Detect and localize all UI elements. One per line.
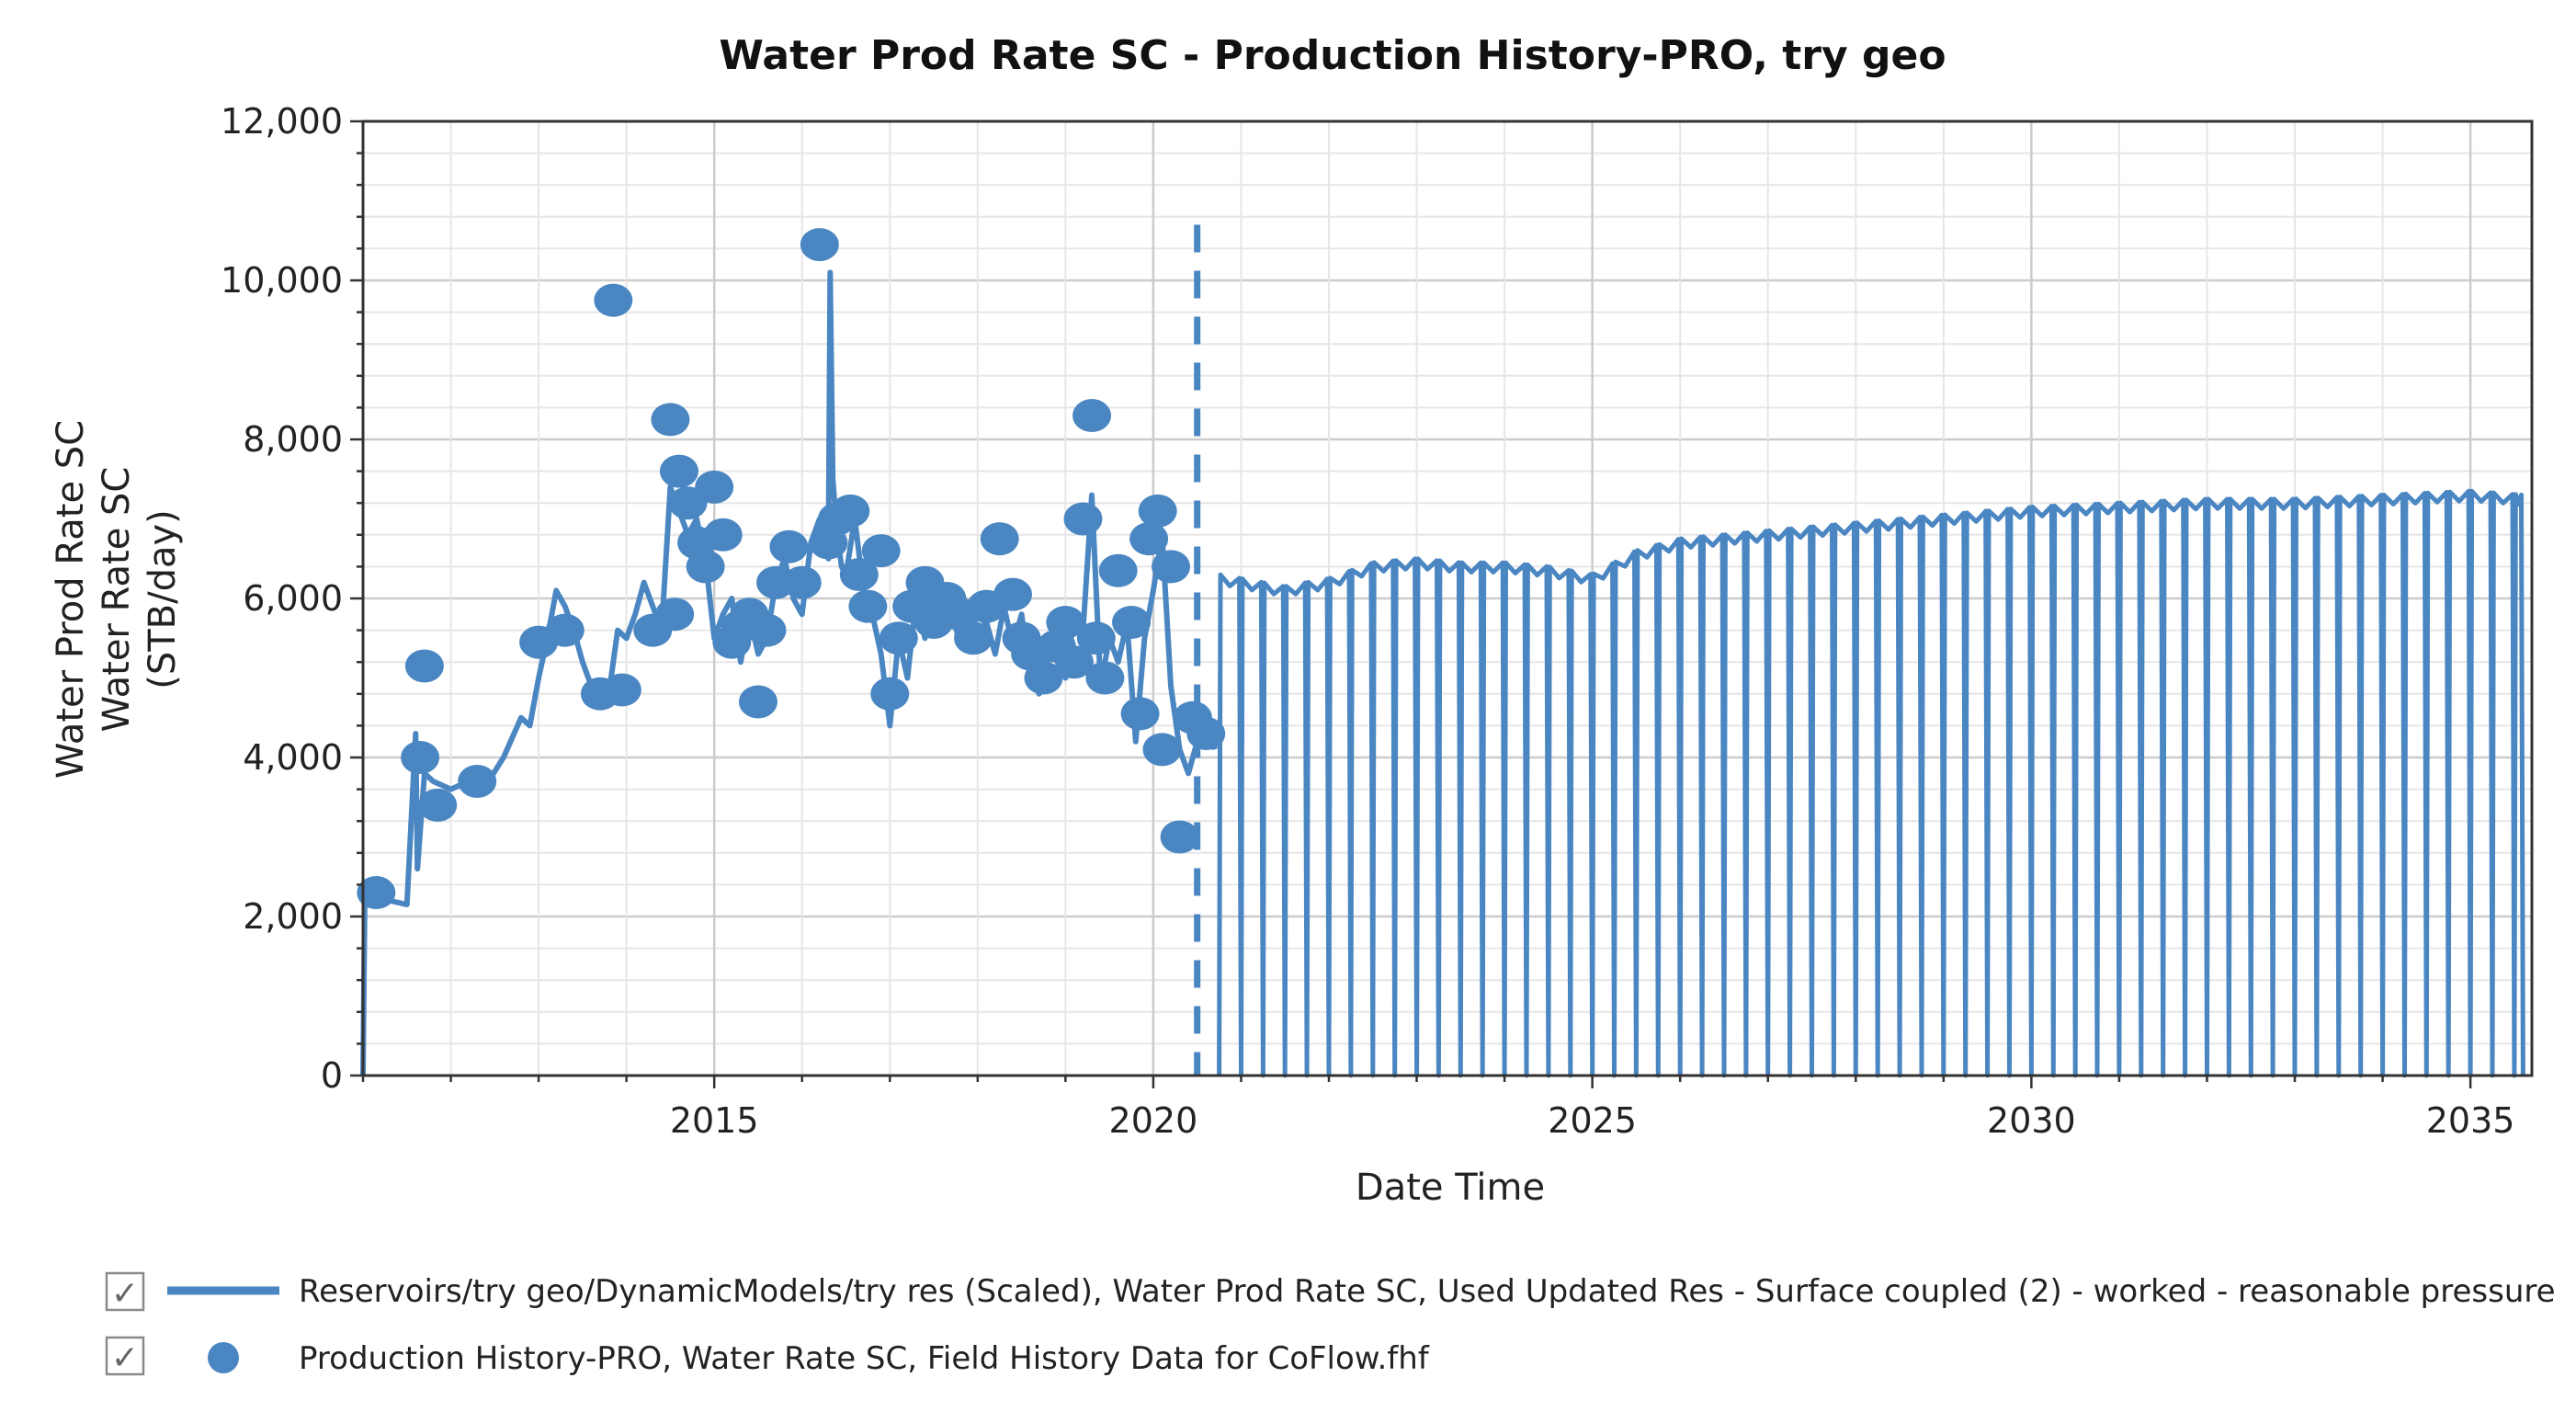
history-data-point: [1160, 820, 1199, 854]
x-axis-title: Date Time: [1356, 1167, 1545, 1209]
history-data-point: [831, 494, 870, 528]
y-axis-title: Water Prod Rate SC Water Rate SC (STB/da…: [50, 420, 184, 779]
history-data-point: [1046, 605, 1085, 639]
x-tick-label: 2030: [1987, 1100, 2076, 1141]
history-data-point: [401, 741, 440, 774]
history-data-point: [1098, 553, 1138, 587]
y-tick-label: 8,000: [243, 419, 343, 460]
history-data-point: [545, 613, 584, 647]
history-data-point: [1076, 621, 1116, 655]
history-data-point: [870, 677, 910, 711]
history-data-point: [839, 558, 879, 592]
checkbox-check-icon: ✓: [111, 1339, 139, 1377]
history-data-point: [404, 649, 444, 683]
x-tick-label: 2015: [670, 1100, 759, 1141]
legend-checkbox-simulation[interactable]: [105, 1271, 145, 1312]
y-axis-title-line-1: Water Prod Rate SC: [50, 420, 92, 779]
history-data-point: [1129, 522, 1169, 556]
history-data-point: [651, 403, 690, 437]
history-data-point: [782, 565, 822, 599]
history-data-point: [769, 529, 809, 564]
history-data-point: [1024, 661, 1063, 695]
history-data-point: [1112, 605, 1152, 639]
history-data-point: [1186, 717, 1226, 751]
history-data-point: [980, 522, 1019, 556]
x-tick-label: 2035: [2426, 1100, 2515, 1141]
history-data-point: [703, 518, 743, 552]
y-tick-label: 0: [321, 1055, 343, 1096]
forecast-series-line: [1217, 488, 2525, 1078]
history-data-point: [418, 788, 458, 822]
y-axis: 0 2,000 4,000 6,000 8,000 10,000 12,000: [221, 101, 363, 1096]
history-data-point: [848, 589, 888, 623]
y-tick-label: 6,000: [243, 578, 343, 619]
legend-item-history[interactable]: ✓ Production History-PRO, Water Rate SC,…: [105, 1336, 1430, 1377]
history-data-point: [659, 454, 698, 488]
history-data-point: [1142, 733, 1182, 767]
history-data-point: [357, 876, 396, 910]
x-axis: 2015 2020 2025 2030 2035: [361, 1076, 2515, 1141]
history-data-point: [655, 598, 695, 632]
y-tick-label: 2,000: [243, 896, 343, 937]
history-data-point: [738, 685, 777, 719]
history-data-point: [1120, 697, 1160, 731]
chart-title: Water Prod Rate SC - Production History-…: [719, 32, 1946, 79]
history-data-point: [1152, 550, 1191, 584]
legend-item-simulation[interactable]: ✓ Reservoirs/try geo/DynamicModels/try r…: [105, 1271, 2556, 1313]
history-data-point: [1138, 494, 1177, 528]
y-tick-label: 4,000: [243, 737, 343, 778]
history-data-point: [1085, 661, 1125, 695]
y-tick-label: 12,000: [221, 101, 343, 142]
history-data-point: [1063, 502, 1103, 536]
x-tick-label: 2020: [1109, 1100, 1198, 1141]
legend-checkbox-history[interactable]: [105, 1336, 145, 1376]
history-data-point: [686, 550, 725, 584]
history-data-point: [458, 764, 497, 798]
history-data-point: [747, 613, 787, 647]
legend-circle-swatch: [208, 1342, 239, 1373]
history-data-point: [1054, 645, 1094, 679]
history-data-point: [800, 228, 839, 262]
history-data-point: [695, 470, 734, 504]
history-data-point: [993, 577, 1033, 611]
legend-label-simulation: Reservoirs/try geo/DynamicModels/try res…: [299, 1273, 2556, 1310]
history-data-point: [1072, 399, 1112, 433]
history-data-point: [861, 534, 901, 568]
history-data-point: [594, 283, 633, 317]
history-data-point: [602, 673, 641, 707]
history-data-point: [879, 621, 918, 655]
y-tick-label: 10,000: [221, 260, 343, 301]
legend: ✓ Reservoirs/try geo/DynamicModels/try r…: [105, 1271, 2556, 1377]
legend-label-history: Production History-PRO, Water Rate SC, F…: [299, 1340, 1430, 1377]
history-data-point: [954, 621, 993, 655]
x-tick-label: 2025: [1548, 1100, 1637, 1141]
checkbox-check-icon: ✓: [111, 1275, 139, 1313]
y-axis-title-line-2: Water Rate SC: [96, 467, 138, 733]
y-axis-title-line-3: (STB/day): [142, 509, 184, 689]
grid: [362, 120, 2532, 1077]
